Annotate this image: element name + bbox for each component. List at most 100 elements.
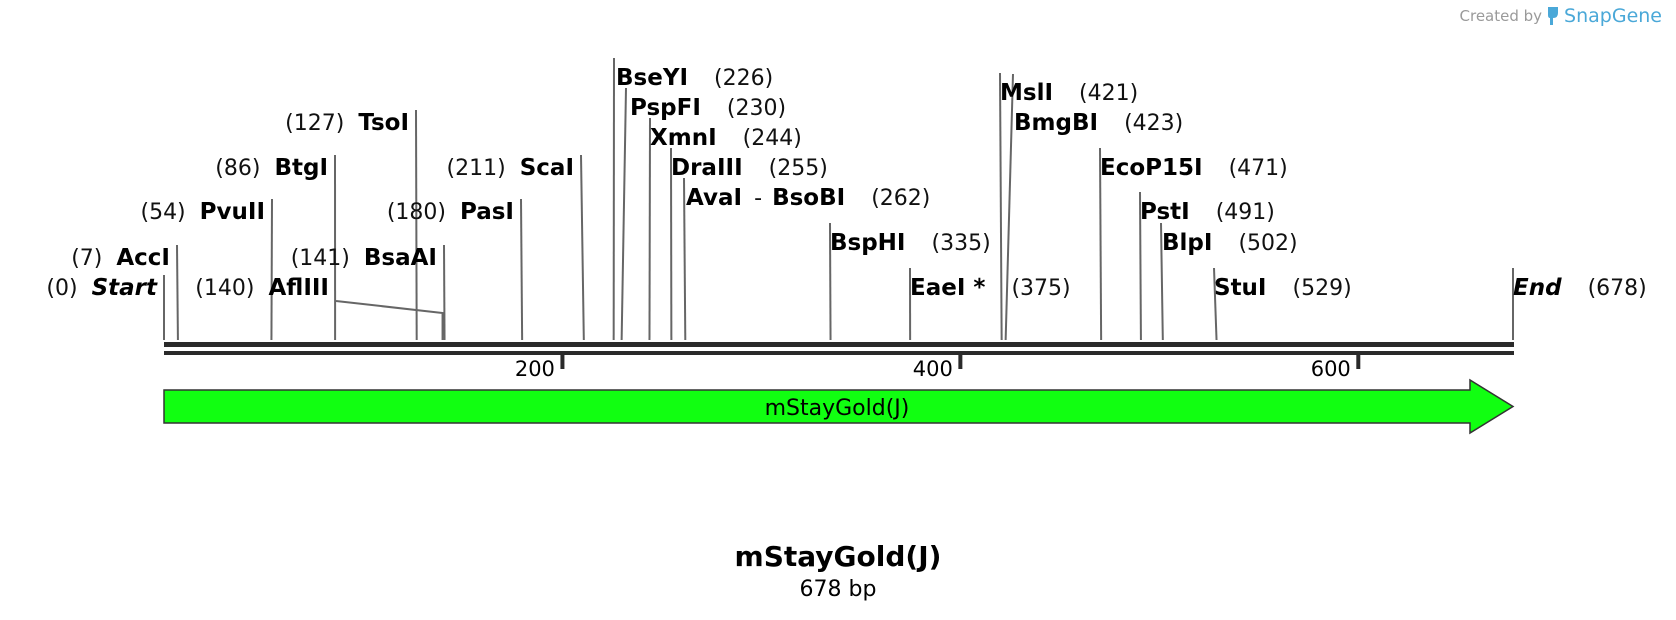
- site-bsaai[interactable]: BsaAI (141): [291, 245, 437, 271]
- site-avai-bsobi-separator: -: [754, 186, 762, 211]
- site-end[interactable]: End (678): [1513, 275, 1647, 301]
- site-blpi[interactable]: BlpI (502): [1162, 230, 1298, 256]
- site-scai[interactable]: ScaI (211): [447, 155, 574, 181]
- credit-brand: SnapGene: [1564, 5, 1662, 27]
- snapgene-credit: Created by SnapGene: [1460, 5, 1662, 27]
- site-tsoi[interactable]: TsoI (127): [285, 110, 409, 136]
- site-pvuii-leader: [270, 198, 273, 341]
- site-ecop15i-name: EcoP15I: [1100, 155, 1203, 181]
- ruler-tick-label-400: 400: [913, 357, 953, 381]
- site-eaei[interactable]: EaeI * (375): [910, 275, 1071, 301]
- site-pspfi-leader: [620, 87, 627, 341]
- site-bseyi[interactable]: BseYI (226): [616, 65, 773, 91]
- sequence-length: 678 bp: [799, 577, 877, 602]
- site-psti-leader: [1139, 191, 1142, 341]
- site-afliii[interactable]: AflIII (140): [195, 275, 329, 301]
- site-bsphi-position: (335): [932, 231, 991, 256]
- site-psti[interactable]: PstI (491): [1140, 199, 1275, 225]
- site-end-position: (678): [1588, 276, 1647, 301]
- site-leader-lines: [163, 57, 1514, 341]
- site-pspfi-name: PspFI: [630, 95, 701, 121]
- site-avai-bsobi-name: AvaI: [686, 185, 742, 211]
- site-btgi-name: BtgI: [274, 155, 328, 181]
- site-start[interactable]: Start (0): [46, 275, 158, 301]
- site-bseyi-position: (226): [714, 66, 773, 91]
- site-avai-bsobi-position: (262): [871, 186, 930, 211]
- site-xmni-position: (244): [743, 126, 802, 151]
- snapgene-logo-icon: [1548, 7, 1559, 25]
- site-pvuii-position: (54): [140, 200, 185, 225]
- site-pasi-position: (180): [387, 200, 446, 225]
- site-btgi-position: (86): [215, 156, 260, 181]
- site-msli-name: MslI: [1000, 80, 1053, 106]
- site-xmni-name: XmnI: [650, 125, 717, 151]
- site-bseyi-name: BseYI: [616, 65, 688, 91]
- site-blpi-position: (502): [1238, 231, 1297, 256]
- feature-label: mStayGold(J): [765, 396, 910, 421]
- site-draiii-name: DraIII: [671, 155, 743, 181]
- site-ecop15i-leader: [1099, 147, 1103, 341]
- ruler-tick-200: [560, 355, 565, 369]
- site-start-position: (0): [46, 276, 77, 301]
- site-bsphi-name: BspHI: [830, 230, 906, 256]
- ruler-tick-label-200: 200: [515, 357, 555, 381]
- site-xmni-leader: [648, 117, 651, 341]
- bp-ruler: 200 400 600: [515, 355, 1361, 381]
- site-bsaai-leader: [443, 244, 446, 341]
- site-psti-position: (491): [1216, 200, 1275, 225]
- site-pspfi[interactable]: PspFI (230): [630, 95, 786, 121]
- site-pasi-name: PasI: [460, 199, 514, 225]
- site-acci-position: (7): [71, 246, 102, 271]
- site-bsphi-leader: [829, 222, 832, 341]
- site-tsoi-name: TsoI: [358, 110, 409, 136]
- site-pspfi-position: (230): [727, 96, 786, 121]
- site-tsoi-position: (127): [285, 111, 344, 136]
- site-acci[interactable]: AccI (7): [71, 245, 170, 271]
- site-scai-position: (211): [447, 156, 506, 181]
- site-msli[interactable]: MslI (421): [1000, 80, 1138, 106]
- site-bmgbi-position: (423): [1124, 111, 1183, 136]
- site-pvuii[interactable]: PvuII (54): [140, 199, 265, 225]
- credit-prefix: Created by: [1459, 7, 1543, 25]
- site-bmgbi-name: BmgBI: [1014, 110, 1098, 136]
- site-ecop15i[interactable]: EcoP15I (471): [1100, 155, 1288, 181]
- site-bsaai-position: (141): [291, 246, 350, 271]
- site-stui-name: StuI: [1214, 275, 1267, 301]
- site-afliii-position: (140): [195, 276, 254, 301]
- site-avai-bsobi-name2: BsoBI: [772, 185, 845, 211]
- site-stui-position: (529): [1293, 276, 1352, 301]
- site-msli-position: (421): [1079, 81, 1138, 106]
- site-stui[interactable]: StuI (529): [1214, 275, 1352, 301]
- ruler-tick-600: [1356, 355, 1361, 369]
- site-scai-leader: [580, 154, 585, 341]
- site-bmgbi-leader: [1004, 73, 1014, 341]
- site-btgi[interactable]: BtgI (86): [215, 155, 328, 181]
- site-pvuii-name: PvuII: [200, 199, 265, 225]
- site-scai-name: ScaI: [520, 155, 574, 181]
- site-bsaai-name: BsaAI: [364, 245, 437, 271]
- site-draiii[interactable]: DraIII (255): [671, 155, 828, 181]
- site-pasi[interactable]: PasI (180): [387, 199, 514, 225]
- site-bmgbi[interactable]: BmgBI (423): [1014, 110, 1183, 136]
- site-msli-leader: [999, 72, 1003, 341]
- site-labels: Start (0) AccI (7) PvuII (54) BtgI (86) TsoI (127…: [46, 65, 1646, 301]
- site-eaei-name: EaeI *: [910, 275, 985, 301]
- site-pasi-leader: [520, 198, 524, 341]
- site-stui-leader: [1213, 267, 1218, 341]
- site-blpi-leader: [1160, 222, 1164, 341]
- ruler-tick-label-600: 600: [1311, 357, 1351, 381]
- site-eaei-position: (375): [1011, 276, 1070, 301]
- site-psti-name: PstI: [1140, 199, 1190, 225]
- site-acci-name: AccI: [116, 245, 170, 271]
- site-tsoi-leader: [415, 109, 418, 341]
- site-afliii-leader: [335, 300, 444, 340]
- site-bsphi[interactable]: BspHI (335): [830, 230, 991, 256]
- feature-arrow[interactable]: [163, 378, 1515, 435]
- ruler-tick-400: [958, 355, 963, 369]
- site-avai-bsobi[interactable]: AvaI - BsoBI (262): [686, 185, 930, 211]
- site-ecop15i-position: (471): [1229, 156, 1288, 181]
- site-start-name: Start: [92, 275, 158, 301]
- site-draiii-position: (255): [769, 156, 828, 181]
- site-xmni[interactable]: XmnI (244): [650, 125, 802, 151]
